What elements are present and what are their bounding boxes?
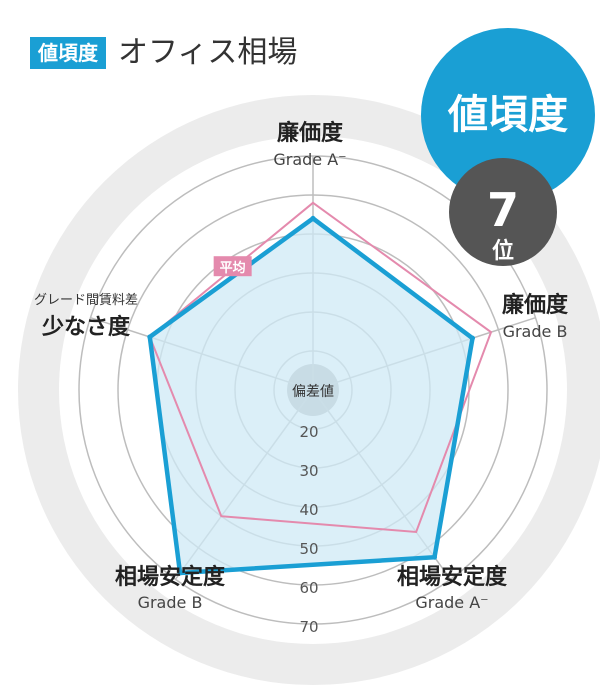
- scale-title: 偏差値: [292, 384, 334, 400]
- header: 値頃度 オフィス相場: [30, 36, 297, 70]
- rank-suffix: 位: [492, 238, 514, 264]
- rank-circle: [449, 158, 557, 266]
- rank-badge-circle: [421, 28, 595, 202]
- axis-label-1: 廉価度: [502, 292, 569, 318]
- axis-sub-label-3: Grade B: [138, 593, 203, 612]
- axis-sub-label-2: Grade A⁻: [415, 593, 488, 612]
- rank-badge-label: 値頃度: [447, 92, 568, 138]
- page-title: オフィス相場: [118, 35, 298, 70]
- rank-badge-group: 値頃度 7位: [421, 28, 595, 266]
- tick-label-30: 30: [299, 462, 318, 480]
- axis-label-0: 廉価度: [277, 120, 344, 146]
- chart-series: [147, 201, 493, 576]
- category-tag: 値頃度: [30, 37, 106, 69]
- axis-sub-label-0: Grade A⁻: [273, 150, 346, 169]
- axis-sub-label-1: Grade B: [503, 322, 568, 341]
- target-point-0: [310, 215, 316, 221]
- axis-label-4: 少なさ度: [41, 314, 131, 340]
- target-point-1: [469, 335, 475, 341]
- rank-number: 7: [487, 183, 519, 237]
- tick-label-20: 20: [299, 423, 318, 441]
- axis-label-3: 相場安定度: [115, 564, 226, 590]
- axis-label-2: 相場安定度: [397, 564, 508, 590]
- target-point-2: [431, 554, 437, 560]
- average-label-box: [213, 256, 252, 277]
- target-area: [149, 218, 473, 573]
- target-line: [147, 215, 475, 576]
- tick-label-60: 60: [299, 579, 318, 597]
- tick-label-70: 70: [299, 618, 318, 636]
- tick-label-50: 50: [299, 540, 318, 558]
- tick-label-40: 40: [299, 501, 318, 519]
- average-label: 平均: [220, 260, 246, 276]
- target-point-4: [147, 334, 153, 340]
- target-point-3: [177, 570, 183, 576]
- axis-sub-label-4: グレード間賃料差: [34, 293, 138, 308]
